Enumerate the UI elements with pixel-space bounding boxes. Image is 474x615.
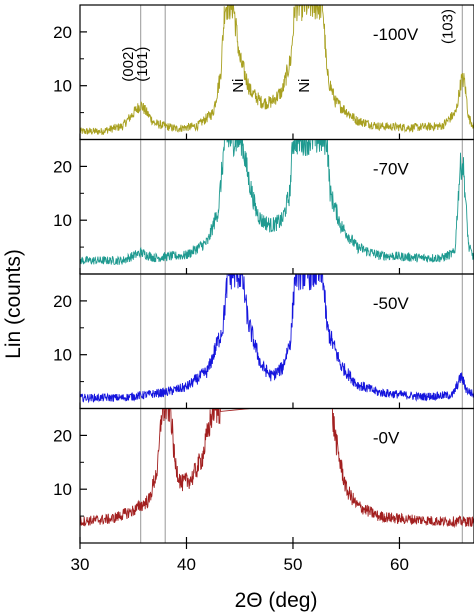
series-line: [80, 408, 474, 529]
x-tick-label: 60: [390, 555, 409, 574]
x-tick-label: 30: [71, 555, 90, 574]
y-tick-label: 20: [53, 292, 72, 311]
series-label: -50V: [373, 294, 410, 313]
series-line: [80, 274, 474, 404]
y-tick-label: 20: [53, 23, 72, 42]
panel-1: 10 20 -100V (002)(101) Ni Ni (103): [53, 4, 474, 141]
series-label: -0V: [373, 428, 400, 447]
y-tick-label: 10: [53, 346, 72, 365]
x-tick-label: 40: [177, 555, 196, 574]
series-line: [80, 139, 474, 265]
panel-2: 10 20 -70V: [53, 138, 474, 275]
x-axis-title: 2Θ (deg): [235, 589, 318, 612]
y-tick-label: 20: [53, 157, 72, 176]
y-tick-label: 10: [53, 211, 72, 230]
series-label: -70V: [373, 159, 410, 178]
peak-annotation: (103): [440, 9, 457, 44]
y-tick-label: 10: [53, 480, 72, 499]
peak-annotation: Ni: [230, 79, 247, 93]
panel-3: 10 20 -50V: [53, 273, 474, 410]
x-tick-label: 50: [284, 555, 303, 574]
y-axis-title: Lin (counts): [2, 249, 25, 359]
panels-layer: 10 20 -100V (002)(101) Ni Ni (103) 10 20 -70V 10 20…: [53, 4, 474, 544]
peak-annotation: Ni: [296, 79, 313, 93]
series-line: [80, 5, 474, 135]
panel-frame: [79, 273, 474, 410]
y-tick-label: 10: [53, 77, 72, 96]
axes-layer: 30 40 50 60: [71, 543, 409, 574]
peak-annotation: (101): [134, 47, 151, 82]
panel-4: 10 20 -0V: [53, 407, 474, 544]
series-label: -100V: [373, 25, 419, 44]
y-tick-label: 20: [53, 426, 72, 445]
panel-frame: [79, 407, 474, 544]
peak-annotation: (002): [120, 47, 137, 82]
